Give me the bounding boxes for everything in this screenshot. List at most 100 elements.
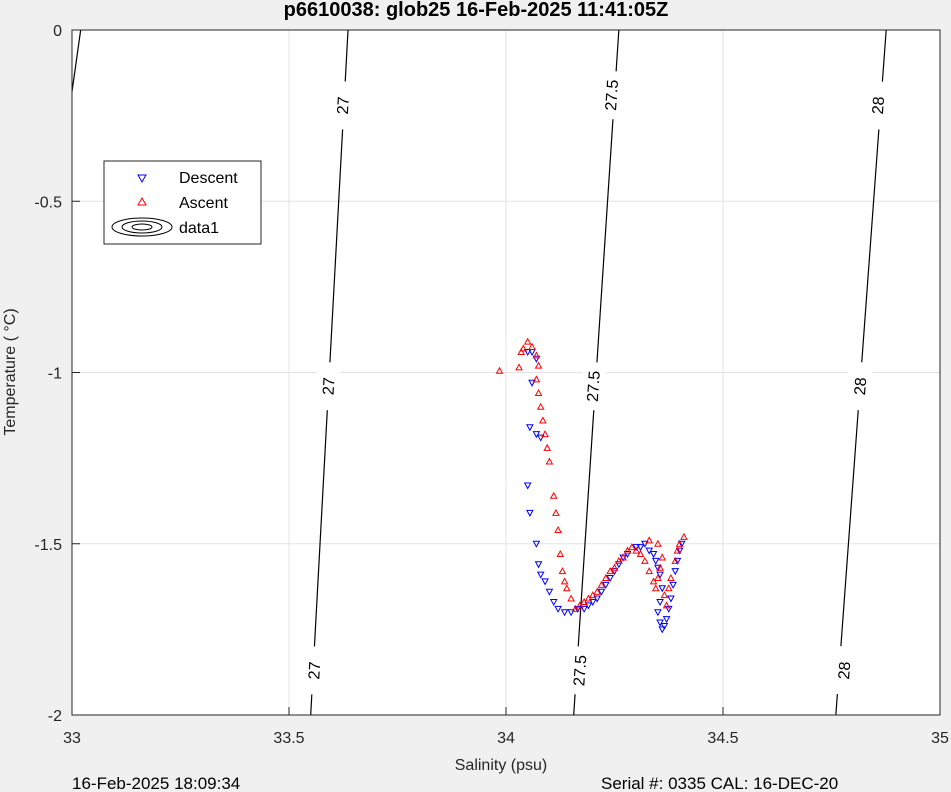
descent-point [532, 431, 541, 439]
descent-point [645, 547, 654, 555]
ascent-point [543, 443, 552, 451]
descent-point [536, 434, 545, 442]
legend-ascent-marker [137, 196, 147, 206]
ascent-point [645, 567, 654, 575]
x-tick-label: 35 [931, 730, 949, 747]
contour-label: 27.5 [585, 370, 604, 402]
contour-label-gap [863, 80, 892, 131]
descent-point [623, 551, 632, 559]
descent-point [560, 609, 569, 617]
ascent-point [651, 584, 660, 592]
ascent-point [645, 536, 654, 544]
contour-label: 28 [870, 96, 888, 115]
ascent-point [664, 584, 673, 592]
contour-label-gap [829, 645, 858, 696]
footer-serial-cal: Serial #: 0335 CAL: 16-DEC-20 [601, 774, 838, 792]
y-tick-label: -0.5 [34, 194, 62, 211]
ascent-point [658, 553, 667, 561]
descent-point [677, 540, 686, 548]
contour-label: 27 [335, 96, 353, 115]
descent-point [526, 509, 534, 517]
footer-timestamp: 16-Feb-2025 18:09:34 [72, 774, 240, 792]
descent-point [641, 540, 649, 548]
descent-point [593, 595, 601, 603]
descent-point [526, 424, 534, 432]
ascent-point [517, 347, 526, 355]
y-axis-label: Temperature ( °C) [2, 308, 19, 435]
x-tick-labels: 33 33.5 34 34.5 35 [63, 707, 949, 747]
y-tick-label: 0 [53, 23, 62, 40]
ascent-point [654, 539, 662, 547]
contour-label-gap [597, 70, 625, 120]
descent-point [534, 561, 543, 569]
ascent-point [545, 457, 554, 465]
ascent-point [597, 580, 606, 588]
contour-label-gap [565, 645, 593, 696]
ascent-point [623, 546, 632, 554]
descent-point [651, 557, 660, 565]
contour-lines: 27 27 27 27.5 27.5 27.5 28 28 28 [71, 29, 892, 716]
descent-point [606, 575, 615, 583]
ascent-point [636, 549, 645, 558]
ascent-point [532, 375, 541, 383]
descent-point [584, 602, 593, 610]
descent-point [660, 622, 669, 630]
descent-point [528, 379, 536, 387]
ascent-point [619, 553, 628, 561]
descent-point [567, 609, 575, 617]
descent-point [649, 551, 658, 559]
ascent-point [641, 556, 649, 564]
ascent-point [554, 526, 562, 534]
ascent-point [610, 563, 619, 571]
descent-point [673, 557, 682, 565]
ascent-point [541, 430, 549, 438]
ascent-point [601, 573, 610, 581]
ascent-point [536, 402, 545, 410]
legend-descent-marker [137, 174, 147, 184]
ascent-point [558, 567, 567, 575]
x-tick-label: 34.5 [707, 730, 738, 747]
y-tick-label: -2 [48, 708, 62, 725]
descent-point [662, 616, 671, 624]
contour-label-gap [300, 645, 328, 696]
contour-label-gap [579, 361, 607, 411]
contour-line [71, 29, 82, 92]
ascent-point [532, 351, 541, 359]
descent-point [654, 609, 662, 617]
ascent-point [675, 539, 684, 547]
ascent-point [552, 508, 560, 516]
descent-point [545, 588, 554, 596]
ascent-point [549, 491, 558, 499]
ascent-point [614, 556, 623, 564]
ascent-point [571, 604, 580, 612]
ascent-point [593, 587, 601, 595]
ascent-point [560, 577, 569, 585]
descent-point [667, 595, 675, 603]
contour-label: 27.5 [603, 79, 622, 111]
legend-descent-label: Descent [179, 170, 238, 187]
ascent-point [556, 549, 565, 558]
ascent-point [671, 556, 680, 564]
descent-point [658, 585, 667, 593]
descent-point [675, 547, 684, 555]
ascent-point [649, 577, 658, 585]
ascent-point [523, 337, 532, 345]
x-tick-label: 33.5 [273, 730, 304, 747]
contour-label: 27 [306, 661, 324, 680]
ascent-point [654, 573, 662, 581]
ascent-point [667, 573, 675, 581]
descent-point [654, 564, 662, 572]
descent-point [536, 571, 545, 579]
ascent-point [662, 601, 671, 609]
legend: Descent Ascent data1 [103, 160, 262, 245]
descent-point [656, 571, 664, 579]
contour-label: 27 [321, 377, 339, 396]
ascent-point [495, 366, 504, 374]
descent-point [523, 482, 532, 490]
contour-label-gap [845, 361, 874, 412]
contour-label: 27.5 [571, 654, 590, 686]
descent-point [610, 568, 619, 576]
descent-point [632, 544, 641, 552]
ascent-point [628, 543, 636, 551]
